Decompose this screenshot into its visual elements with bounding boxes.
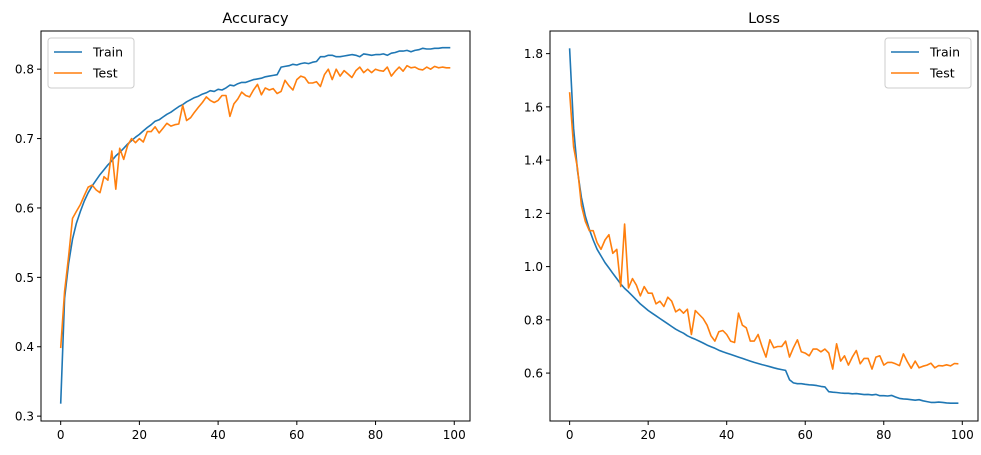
x-tick-label: 20 (132, 428, 147, 442)
legend-box (884, 37, 972, 89)
series-line-train (59, 46, 451, 404)
y-tick-label: 0.8 (15, 63, 34, 77)
x-tick-label: 60 (798, 428, 813, 442)
y-tick-label: 1.6 (524, 100, 543, 114)
y-tick-label: 0.6 (524, 367, 543, 381)
y-tick-label: 1.4 (524, 154, 543, 168)
series-line-test (568, 92, 959, 370)
legend: Train Test (47, 37, 135, 89)
legend-label: Train (92, 45, 123, 60)
chart-title: Accuracy (222, 11, 289, 27)
x-tick-label: 0 (57, 428, 65, 442)
y-tick-label: 1.0 (524, 260, 543, 274)
chart-title: Loss (748, 11, 780, 27)
y-tick-label: 0.8 (524, 313, 543, 327)
x-tick-label: 100 (443, 428, 466, 442)
legend-label: Train (929, 45, 960, 60)
x-tick-label: 80 (876, 428, 891, 442)
accuracy-chart: Accuracy 0 20 40 60 80 100 0.3 0.4 0.5 0.6 0.7 0.8 Tr… (15, 11, 471, 442)
y-tick-label: 0.5 (15, 271, 34, 285)
legend-label: Test (929, 66, 955, 81)
legend-box (47, 37, 135, 89)
y-tick-label: 1.2 (524, 207, 543, 221)
x-tick-label: 100 (951, 428, 974, 442)
x-tick-label: 20 (641, 428, 656, 442)
axes-frame (549, 30, 979, 422)
y-tick-label: 0.3 (15, 410, 34, 424)
x-tick-label: 0 (566, 428, 574, 442)
loss-chart: Loss 0 20 40 60 80 100 0.6 0.8 1.0 1.2 1.4 1.6 1.8 Tra… (524, 11, 979, 442)
y-tick-label: 0.6 (15, 201, 34, 215)
series-line-test (59, 64, 451, 349)
x-tick-label: 40 (719, 428, 734, 442)
axes-frame (40, 30, 471, 422)
x-tick-label: 40 (210, 428, 225, 442)
x-tick-label: 80 (368, 428, 383, 442)
x-tick-label: 60 (289, 428, 304, 442)
legend: Train Test (884, 37, 972, 89)
series-line-train (568, 48, 959, 405)
y-tick-label: 0.4 (15, 340, 34, 354)
legend-label: Test (92, 66, 118, 81)
y-tick-label: 0.7 (15, 132, 34, 146)
y-tick-label: 1.8 (524, 47, 543, 61)
